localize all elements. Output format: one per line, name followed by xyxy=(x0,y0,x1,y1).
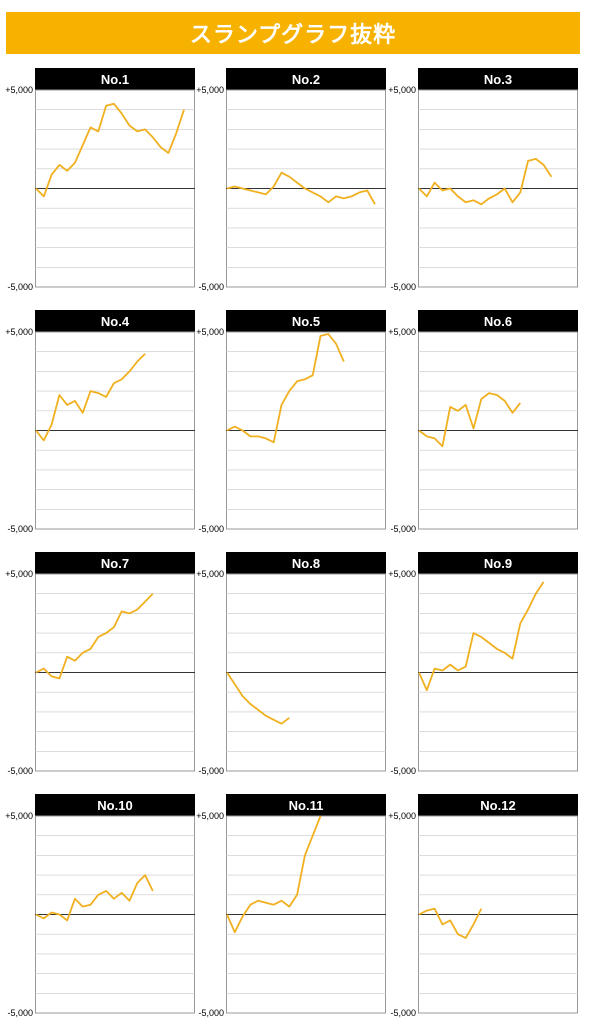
chart-plot: +5,000 -5,000 xyxy=(388,327,578,534)
slump-line xyxy=(226,815,322,934)
slump-chart-5: No.5 +5,000 -5,000 xyxy=(196,310,389,534)
slump-chart-2: No.2 +5,000 -5,000 xyxy=(196,68,389,292)
y-tick-label: +5,000 xyxy=(388,327,416,337)
chart-title: No.11 xyxy=(226,794,386,816)
y-tick-label: +5,000 xyxy=(388,569,416,579)
chart-plot: +5,000 -5,000 xyxy=(5,811,195,1018)
slump-chart-10: No.10 +5,000 -5,000 xyxy=(5,794,198,1018)
chart-title: No.2 xyxy=(226,68,386,90)
chart-title: No.4 xyxy=(35,310,195,332)
chart-plot: +5,000 -5,000 xyxy=(5,569,195,776)
y-tick-label: -5,000 xyxy=(198,524,224,534)
chart-plot: +5,000 -5,000 xyxy=(5,327,195,534)
slump-line xyxy=(226,171,376,205)
chart-title: No.1 xyxy=(35,68,195,90)
chart-title: No.7 xyxy=(35,552,195,574)
y-tick-label: -5,000 xyxy=(7,524,33,534)
slump-chart-11: No.11 +5,000 -5,000 xyxy=(196,794,389,1018)
slump-line xyxy=(418,907,483,940)
y-tick-label: +5,000 xyxy=(388,811,416,821)
slump-line xyxy=(35,874,154,922)
chart-plot: +5,000 -5,000 xyxy=(388,569,578,776)
slump-line xyxy=(35,593,154,680)
y-tick-label: +5,000 xyxy=(5,811,33,821)
chart-title: No.9 xyxy=(418,552,578,574)
chart-title: No.3 xyxy=(418,68,578,90)
slump-line xyxy=(418,581,545,692)
chart-plot: +5,000 -5,000 xyxy=(196,327,386,534)
y-tick-label: +5,000 xyxy=(196,327,224,337)
y-tick-label: -5,000 xyxy=(198,766,224,776)
chart-title: No.10 xyxy=(35,794,195,816)
y-tick-label: +5,000 xyxy=(5,85,33,95)
chart-title: No.5 xyxy=(226,310,386,332)
page-title-banner: スランプグラフ抜粋 xyxy=(6,12,580,54)
chart-plot: +5,000 -5,000 xyxy=(196,569,386,776)
chart-plot: +5,000 -5,000 xyxy=(388,811,578,1018)
slump-chart-6: No.6 +5,000 -5,000 xyxy=(388,310,581,534)
slump-line xyxy=(226,672,290,725)
y-tick-label: -5,000 xyxy=(7,282,33,292)
chart-title: No.6 xyxy=(418,310,578,332)
y-tick-label: +5,000 xyxy=(5,327,33,337)
chart-title: No.12 xyxy=(418,794,578,816)
y-tick-label: -5,000 xyxy=(390,1008,416,1018)
chart-plot: +5,000 -5,000 xyxy=(388,85,578,292)
y-tick-label: +5,000 xyxy=(196,811,224,821)
y-tick-label: -5,000 xyxy=(7,1008,33,1018)
slump-line xyxy=(35,353,146,442)
y-tick-label: -5,000 xyxy=(390,524,416,534)
chart-plot: +5,000 -5,000 xyxy=(196,85,386,292)
slump-line xyxy=(418,392,522,448)
slump-chart-9: No.9 +5,000 -5,000 xyxy=(388,552,581,776)
y-tick-label: +5,000 xyxy=(388,85,416,95)
y-tick-label: -5,000 xyxy=(390,282,416,292)
slump-chart-8: No.8 +5,000 -5,000 xyxy=(196,552,389,776)
chart-plot: +5,000 -5,000 xyxy=(196,811,386,1018)
slump-chart-12: No.12 +5,000 -5,000 xyxy=(388,794,581,1018)
slump-chart-3: No.3 +5,000 -5,000 xyxy=(388,68,581,292)
chart-plot: +5,000 -5,000 xyxy=(5,85,195,292)
slump-chart-7: No.7 +5,000 -5,000 xyxy=(5,552,198,776)
y-tick-label: -5,000 xyxy=(390,766,416,776)
slump-line xyxy=(418,158,553,206)
slump-line xyxy=(226,333,345,444)
y-tick-label: -5,000 xyxy=(7,766,33,776)
y-tick-label: +5,000 xyxy=(196,85,224,95)
slump-line xyxy=(35,102,185,198)
slump-chart-4: No.4 +5,000 -5,000 xyxy=(5,310,198,534)
y-tick-label: -5,000 xyxy=(198,282,224,292)
chart-title: No.8 xyxy=(226,552,386,574)
y-tick-label: +5,000 xyxy=(5,569,33,579)
slump-chart-1: No.1 +5,000 -5,000 xyxy=(5,68,198,292)
y-tick-label: +5,000 xyxy=(196,569,224,579)
y-tick-label: -5,000 xyxy=(198,1008,224,1018)
